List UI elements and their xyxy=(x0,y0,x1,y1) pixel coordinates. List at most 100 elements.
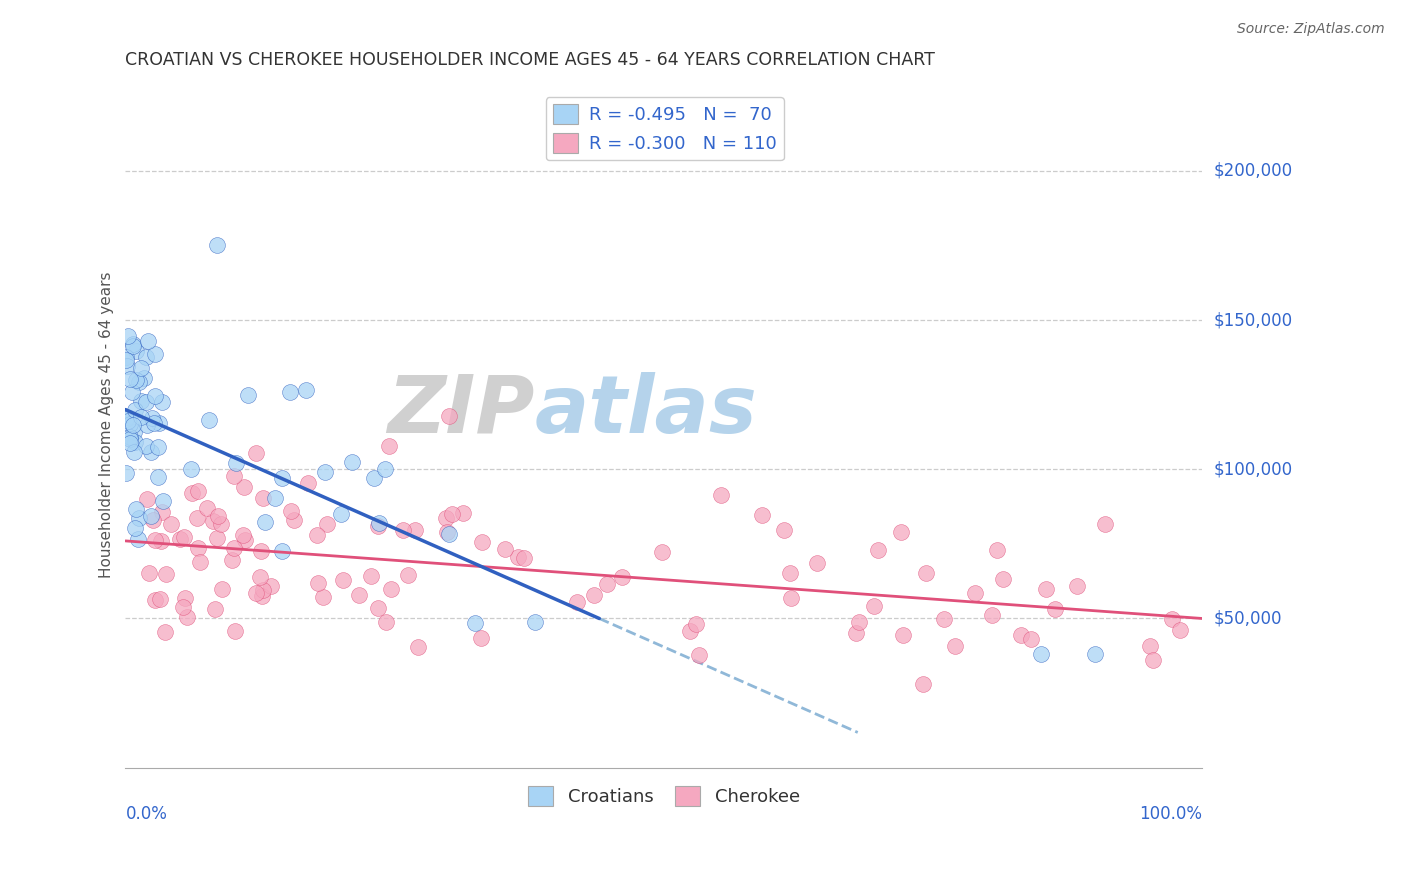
Point xyxy=(1029,648,1052,662)
Point xyxy=(117,414,139,428)
Point xyxy=(1010,628,1032,642)
Point xyxy=(145,347,167,361)
Point xyxy=(314,466,336,480)
Point xyxy=(688,648,710,662)
Point xyxy=(332,574,354,588)
Point xyxy=(360,569,382,583)
Point xyxy=(283,513,305,527)
Point xyxy=(260,579,283,593)
Point xyxy=(121,417,143,432)
Point xyxy=(436,524,458,539)
Point xyxy=(172,600,194,615)
Point xyxy=(1160,612,1182,626)
Point xyxy=(1035,582,1057,596)
Point xyxy=(197,500,219,515)
Point xyxy=(149,533,172,548)
Point xyxy=(118,436,141,450)
Point xyxy=(120,430,142,444)
Point xyxy=(135,439,157,453)
Point xyxy=(451,506,474,520)
Point xyxy=(316,516,339,531)
Point xyxy=(342,455,364,469)
Point xyxy=(127,532,149,546)
Point xyxy=(115,410,138,425)
Text: atlas: atlas xyxy=(534,372,758,450)
Point xyxy=(943,639,966,653)
Point xyxy=(120,417,142,431)
Point xyxy=(187,541,209,556)
Point xyxy=(367,519,389,533)
Point xyxy=(523,615,546,630)
Point xyxy=(779,566,801,580)
Point xyxy=(981,608,1004,623)
Point xyxy=(294,384,316,398)
Point xyxy=(211,582,233,596)
Point xyxy=(149,592,172,607)
Point xyxy=(135,395,157,409)
Point xyxy=(186,511,208,525)
Point xyxy=(986,543,1008,558)
Point xyxy=(495,542,517,557)
Point xyxy=(848,615,870,629)
Text: $50,000: $50,000 xyxy=(1213,609,1282,627)
Point xyxy=(121,339,143,353)
Point xyxy=(934,612,956,626)
Point xyxy=(238,388,260,402)
Point xyxy=(751,508,773,523)
Point xyxy=(464,616,486,631)
Point xyxy=(368,516,391,530)
Point xyxy=(205,531,228,545)
Point xyxy=(224,624,246,638)
Point xyxy=(132,371,155,385)
Point xyxy=(201,514,224,528)
Point xyxy=(470,632,492,646)
Point xyxy=(115,359,138,374)
Point xyxy=(148,416,170,430)
Point xyxy=(404,523,426,537)
Point xyxy=(471,535,494,549)
Point xyxy=(263,491,285,505)
Point xyxy=(252,589,274,603)
Point xyxy=(583,588,606,602)
Point xyxy=(125,344,148,359)
Point xyxy=(866,542,889,557)
Point xyxy=(374,462,396,476)
Point xyxy=(232,527,254,541)
Point xyxy=(651,545,673,559)
Point xyxy=(225,456,247,470)
Point xyxy=(307,527,329,541)
Point xyxy=(252,491,274,505)
Point xyxy=(347,588,370,602)
Point xyxy=(150,395,173,409)
Point xyxy=(252,582,274,597)
Point xyxy=(155,566,177,581)
Point xyxy=(115,466,138,480)
Point xyxy=(406,640,429,654)
Point xyxy=(129,361,152,376)
Point xyxy=(911,677,934,691)
Legend: Croatians, Cherokee: Croatians, Cherokee xyxy=(520,780,807,814)
Point xyxy=(232,480,254,494)
Point xyxy=(124,435,146,450)
Point xyxy=(780,591,803,606)
Point xyxy=(136,417,159,432)
Point xyxy=(249,570,271,584)
Point xyxy=(679,624,702,639)
Point xyxy=(139,445,162,459)
Point xyxy=(169,532,191,546)
Point xyxy=(131,410,153,425)
Point xyxy=(396,567,419,582)
Point xyxy=(187,484,209,499)
Point xyxy=(143,389,166,403)
Point xyxy=(710,488,733,502)
Point xyxy=(375,615,398,629)
Point xyxy=(1066,579,1088,593)
Point xyxy=(312,590,335,604)
Point xyxy=(122,445,145,459)
Point xyxy=(1043,602,1066,616)
Point xyxy=(136,492,159,507)
Point xyxy=(437,409,460,423)
Point xyxy=(363,471,385,485)
Point xyxy=(148,440,170,454)
Point xyxy=(367,600,389,615)
